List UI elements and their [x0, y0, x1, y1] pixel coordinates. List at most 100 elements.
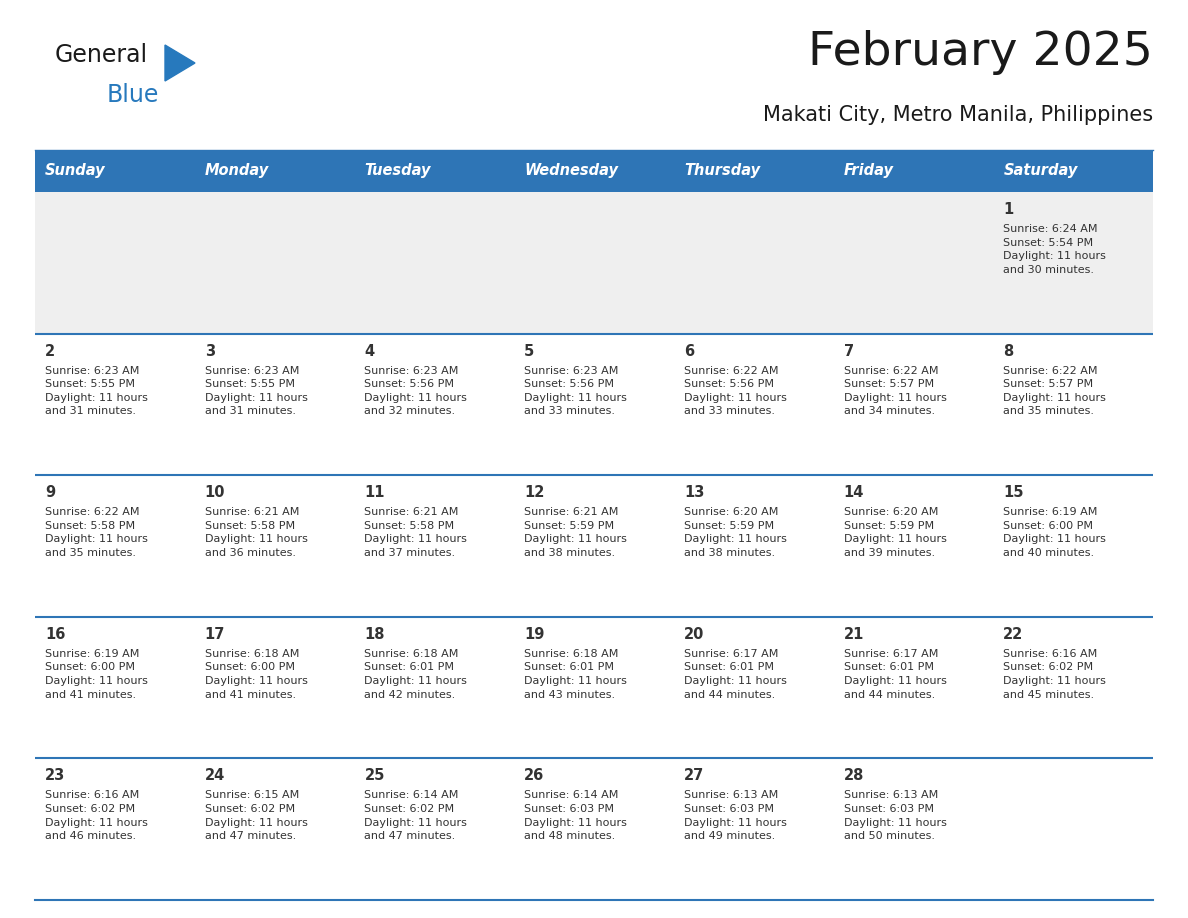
- Text: February 2025: February 2025: [808, 30, 1154, 75]
- Text: 28: 28: [843, 768, 864, 783]
- Bar: [34, 758, 195, 900]
- Text: Sunrise: 6:23 AM
Sunset: 5:55 PM
Daylight: 11 hours
and 31 minutes.: Sunrise: 6:23 AM Sunset: 5:55 PM Dayligh…: [45, 365, 147, 417]
- Bar: [195, 758, 354, 900]
- Text: 27: 27: [684, 768, 704, 783]
- Bar: [993, 333, 1154, 476]
- Bar: [514, 333, 674, 476]
- Text: 19: 19: [524, 627, 544, 642]
- Bar: [195, 617, 354, 758]
- Text: General: General: [55, 43, 148, 67]
- Text: Wednesday: Wednesday: [524, 163, 618, 178]
- Bar: [514, 617, 674, 758]
- Bar: [993, 758, 1154, 900]
- Text: Sunrise: 6:20 AM
Sunset: 5:59 PM
Daylight: 11 hours
and 39 minutes.: Sunrise: 6:20 AM Sunset: 5:59 PM Dayligh…: [843, 508, 947, 558]
- Text: Sunrise: 6:18 AM
Sunset: 6:00 PM
Daylight: 11 hours
and 41 minutes.: Sunrise: 6:18 AM Sunset: 6:00 PM Dayligh…: [204, 649, 308, 700]
- Text: 21: 21: [843, 627, 864, 642]
- Bar: [993, 617, 1154, 758]
- Bar: [834, 758, 993, 900]
- Text: 16: 16: [45, 627, 65, 642]
- Text: Sunrise: 6:23 AM
Sunset: 5:56 PM
Daylight: 11 hours
and 33 minutes.: Sunrise: 6:23 AM Sunset: 5:56 PM Dayligh…: [524, 365, 627, 417]
- Text: Sunrise: 6:17 AM
Sunset: 6:01 PM
Daylight: 11 hours
and 44 minutes.: Sunrise: 6:17 AM Sunset: 6:01 PM Dayligh…: [843, 649, 947, 700]
- Bar: [834, 333, 993, 476]
- Text: Sunrise: 6:22 AM
Sunset: 5:57 PM
Daylight: 11 hours
and 35 minutes.: Sunrise: 6:22 AM Sunset: 5:57 PM Dayligh…: [1004, 365, 1106, 417]
- Bar: [834, 150, 993, 192]
- Text: 10: 10: [204, 486, 226, 500]
- Text: Sunrise: 6:22 AM
Sunset: 5:58 PM
Daylight: 11 hours
and 35 minutes.: Sunrise: 6:22 AM Sunset: 5:58 PM Dayligh…: [45, 508, 147, 558]
- Bar: [354, 758, 514, 900]
- Bar: [993, 192, 1154, 333]
- Text: Thursday: Thursday: [684, 163, 760, 178]
- Bar: [514, 150, 674, 192]
- Text: Sunrise: 6:22 AM
Sunset: 5:56 PM
Daylight: 11 hours
and 33 minutes.: Sunrise: 6:22 AM Sunset: 5:56 PM Dayligh…: [684, 365, 786, 417]
- Text: 14: 14: [843, 486, 864, 500]
- Bar: [354, 617, 514, 758]
- Text: Sunrise: 6:19 AM
Sunset: 6:00 PM
Daylight: 11 hours
and 41 minutes.: Sunrise: 6:19 AM Sunset: 6:00 PM Dayligh…: [45, 649, 147, 700]
- Text: 1: 1: [1004, 202, 1013, 217]
- Text: Monday: Monday: [204, 163, 268, 178]
- Text: 17: 17: [204, 627, 225, 642]
- Text: Sunrise: 6:22 AM
Sunset: 5:57 PM
Daylight: 11 hours
and 34 minutes.: Sunrise: 6:22 AM Sunset: 5:57 PM Dayligh…: [843, 365, 947, 417]
- Text: 18: 18: [365, 627, 385, 642]
- Bar: [34, 192, 195, 333]
- Text: Sunrise: 6:13 AM
Sunset: 6:03 PM
Daylight: 11 hours
and 50 minutes.: Sunrise: 6:13 AM Sunset: 6:03 PM Dayligh…: [843, 790, 947, 841]
- Bar: [834, 617, 993, 758]
- Text: 13: 13: [684, 486, 704, 500]
- Bar: [34, 617, 195, 758]
- Text: 11: 11: [365, 486, 385, 500]
- Text: 8: 8: [1004, 343, 1013, 359]
- Bar: [674, 476, 834, 617]
- Text: Sunrise: 6:13 AM
Sunset: 6:03 PM
Daylight: 11 hours
and 49 minutes.: Sunrise: 6:13 AM Sunset: 6:03 PM Dayligh…: [684, 790, 786, 841]
- Text: Sunrise: 6:21 AM
Sunset: 5:59 PM
Daylight: 11 hours
and 38 minutes.: Sunrise: 6:21 AM Sunset: 5:59 PM Dayligh…: [524, 508, 627, 558]
- Text: 5: 5: [524, 343, 535, 359]
- Text: Sunrise: 6:18 AM
Sunset: 6:01 PM
Daylight: 11 hours
and 42 minutes.: Sunrise: 6:18 AM Sunset: 6:01 PM Dayligh…: [365, 649, 467, 700]
- Text: Sunrise: 6:21 AM
Sunset: 5:58 PM
Daylight: 11 hours
and 37 minutes.: Sunrise: 6:21 AM Sunset: 5:58 PM Dayligh…: [365, 508, 467, 558]
- Text: Sunrise: 6:18 AM
Sunset: 6:01 PM
Daylight: 11 hours
and 43 minutes.: Sunrise: 6:18 AM Sunset: 6:01 PM Dayligh…: [524, 649, 627, 700]
- Text: Sunrise: 6:16 AM
Sunset: 6:02 PM
Daylight: 11 hours
and 46 minutes.: Sunrise: 6:16 AM Sunset: 6:02 PM Dayligh…: [45, 790, 147, 841]
- Text: 2: 2: [45, 343, 55, 359]
- Text: Sunrise: 6:14 AM
Sunset: 6:02 PM
Daylight: 11 hours
and 47 minutes.: Sunrise: 6:14 AM Sunset: 6:02 PM Dayligh…: [365, 790, 467, 841]
- Bar: [674, 192, 834, 333]
- Text: Sunrise: 6:17 AM
Sunset: 6:01 PM
Daylight: 11 hours
and 44 minutes.: Sunrise: 6:17 AM Sunset: 6:01 PM Dayligh…: [684, 649, 786, 700]
- Text: Friday: Friday: [843, 163, 893, 178]
- Text: Blue: Blue: [107, 83, 159, 107]
- Text: Sunrise: 6:20 AM
Sunset: 5:59 PM
Daylight: 11 hours
and 38 minutes.: Sunrise: 6:20 AM Sunset: 5:59 PM Dayligh…: [684, 508, 786, 558]
- Bar: [674, 333, 834, 476]
- Text: 22: 22: [1004, 627, 1024, 642]
- Text: Sunrise: 6:14 AM
Sunset: 6:03 PM
Daylight: 11 hours
and 48 minutes.: Sunrise: 6:14 AM Sunset: 6:03 PM Dayligh…: [524, 790, 627, 841]
- Bar: [195, 476, 354, 617]
- Text: 7: 7: [843, 343, 854, 359]
- Bar: [674, 758, 834, 900]
- Text: Saturday: Saturday: [1004, 163, 1078, 178]
- Bar: [354, 333, 514, 476]
- Text: Tuesday: Tuesday: [365, 163, 431, 178]
- Polygon shape: [165, 45, 195, 81]
- Bar: [195, 192, 354, 333]
- Text: Sunrise: 6:21 AM
Sunset: 5:58 PM
Daylight: 11 hours
and 36 minutes.: Sunrise: 6:21 AM Sunset: 5:58 PM Dayligh…: [204, 508, 308, 558]
- Text: 24: 24: [204, 768, 225, 783]
- Text: Sunrise: 6:23 AM
Sunset: 5:56 PM
Daylight: 11 hours
and 32 minutes.: Sunrise: 6:23 AM Sunset: 5:56 PM Dayligh…: [365, 365, 467, 417]
- Text: 15: 15: [1004, 486, 1024, 500]
- Text: 9: 9: [45, 486, 55, 500]
- Bar: [514, 476, 674, 617]
- Bar: [674, 150, 834, 192]
- Text: 4: 4: [365, 343, 374, 359]
- Text: 3: 3: [204, 343, 215, 359]
- Text: Makati City, Metro Manila, Philippines: Makati City, Metro Manila, Philippines: [763, 105, 1154, 125]
- Bar: [34, 476, 195, 617]
- Bar: [514, 192, 674, 333]
- Bar: [834, 476, 993, 617]
- Text: Sunday: Sunday: [45, 163, 106, 178]
- Text: Sunrise: 6:19 AM
Sunset: 6:00 PM
Daylight: 11 hours
and 40 minutes.: Sunrise: 6:19 AM Sunset: 6:00 PM Dayligh…: [1004, 508, 1106, 558]
- Bar: [195, 150, 354, 192]
- Text: Sunrise: 6:24 AM
Sunset: 5:54 PM
Daylight: 11 hours
and 30 minutes.: Sunrise: 6:24 AM Sunset: 5:54 PM Dayligh…: [1004, 224, 1106, 274]
- Text: 23: 23: [45, 768, 65, 783]
- Text: Sunrise: 6:15 AM
Sunset: 6:02 PM
Daylight: 11 hours
and 47 minutes.: Sunrise: 6:15 AM Sunset: 6:02 PM Dayligh…: [204, 790, 308, 841]
- Bar: [354, 150, 514, 192]
- Bar: [514, 758, 674, 900]
- Text: 26: 26: [524, 768, 544, 783]
- Bar: [354, 476, 514, 617]
- Text: 20: 20: [684, 627, 704, 642]
- Bar: [834, 192, 993, 333]
- Text: 12: 12: [524, 486, 544, 500]
- Text: Sunrise: 6:23 AM
Sunset: 5:55 PM
Daylight: 11 hours
and 31 minutes.: Sunrise: 6:23 AM Sunset: 5:55 PM Dayligh…: [204, 365, 308, 417]
